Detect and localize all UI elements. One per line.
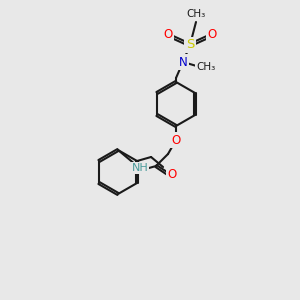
Text: NH: NH bbox=[132, 163, 148, 173]
Text: CH₃: CH₃ bbox=[186, 9, 206, 19]
Text: O: O bbox=[171, 134, 181, 146]
Text: N: N bbox=[178, 56, 188, 68]
Text: S: S bbox=[186, 38, 194, 52]
Text: O: O bbox=[207, 28, 217, 41]
Text: CH₃: CH₃ bbox=[196, 62, 216, 72]
Text: O: O bbox=[167, 167, 177, 181]
Text: O: O bbox=[164, 28, 172, 41]
